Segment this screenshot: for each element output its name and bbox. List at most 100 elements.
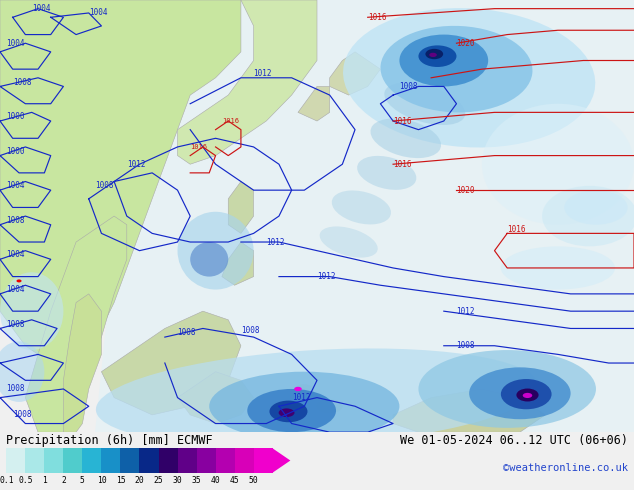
Bar xyxy=(120,448,139,473)
Polygon shape xyxy=(222,242,254,285)
Text: 1020: 1020 xyxy=(456,39,475,48)
Ellipse shape xyxy=(399,35,488,86)
Text: 1012: 1012 xyxy=(127,160,145,169)
Text: 1012: 1012 xyxy=(292,393,310,402)
Text: 1008: 1008 xyxy=(13,77,31,87)
Polygon shape xyxy=(101,311,241,415)
Polygon shape xyxy=(178,0,317,164)
Text: 1016: 1016 xyxy=(507,224,526,234)
Text: 1012: 1012 xyxy=(254,69,272,78)
Text: 1004: 1004 xyxy=(32,4,50,13)
Ellipse shape xyxy=(482,104,634,225)
Polygon shape xyxy=(95,0,634,432)
Text: 1016: 1016 xyxy=(222,118,239,124)
Bar xyxy=(101,448,120,473)
Bar xyxy=(158,448,178,473)
Text: 1008: 1008 xyxy=(6,319,25,329)
Ellipse shape xyxy=(429,53,437,57)
Ellipse shape xyxy=(247,389,336,432)
Ellipse shape xyxy=(357,156,417,190)
Ellipse shape xyxy=(320,226,378,258)
Ellipse shape xyxy=(190,242,228,276)
Ellipse shape xyxy=(564,190,628,225)
Bar xyxy=(6,448,25,473)
Polygon shape xyxy=(298,86,330,121)
Text: ©weatheronline.co.uk: ©weatheronline.co.uk xyxy=(503,464,628,473)
Ellipse shape xyxy=(0,272,63,350)
Ellipse shape xyxy=(384,82,465,125)
Bar xyxy=(216,448,235,473)
Bar xyxy=(235,448,254,473)
Bar xyxy=(139,448,158,473)
Text: 1008: 1008 xyxy=(241,326,259,335)
Polygon shape xyxy=(178,372,254,423)
Text: 20: 20 xyxy=(134,476,145,485)
Ellipse shape xyxy=(501,246,615,290)
Bar xyxy=(25,448,44,473)
Text: 1004: 1004 xyxy=(89,8,107,18)
Text: 1016: 1016 xyxy=(393,160,411,169)
Ellipse shape xyxy=(501,379,552,409)
Text: Precipitation (6h) [mm] ECMWF: Precipitation (6h) [mm] ECMWF xyxy=(6,434,213,447)
Text: 1008: 1008 xyxy=(399,82,418,91)
Polygon shape xyxy=(273,448,290,473)
Ellipse shape xyxy=(0,342,44,402)
Ellipse shape xyxy=(278,408,294,417)
Bar xyxy=(254,448,273,473)
Polygon shape xyxy=(228,181,254,233)
Text: 1004: 1004 xyxy=(6,250,25,260)
Bar xyxy=(63,448,82,473)
Ellipse shape xyxy=(295,385,314,393)
Polygon shape xyxy=(25,216,127,432)
Ellipse shape xyxy=(469,368,571,419)
Text: 1016: 1016 xyxy=(393,117,411,125)
Polygon shape xyxy=(330,52,380,95)
Ellipse shape xyxy=(380,26,533,112)
Ellipse shape xyxy=(418,350,596,428)
Text: 2: 2 xyxy=(61,476,66,485)
Text: 1008: 1008 xyxy=(95,181,113,190)
Text: 15: 15 xyxy=(115,476,126,485)
Text: 1016: 1016 xyxy=(190,144,207,150)
Ellipse shape xyxy=(269,402,288,411)
Text: 1008: 1008 xyxy=(178,328,196,337)
Ellipse shape xyxy=(370,119,441,158)
Text: 1: 1 xyxy=(42,476,47,485)
Text: 1008: 1008 xyxy=(6,385,25,393)
Polygon shape xyxy=(63,294,101,432)
Text: We 01-05-2024 06..12 UTC (06+06): We 01-05-2024 06..12 UTC (06+06) xyxy=(399,434,628,447)
Text: 50: 50 xyxy=(249,476,259,485)
Ellipse shape xyxy=(332,191,391,224)
Ellipse shape xyxy=(209,372,399,441)
Text: 1012: 1012 xyxy=(317,272,335,281)
Text: 0.5: 0.5 xyxy=(18,476,33,485)
Text: 1016: 1016 xyxy=(368,13,386,22)
Bar xyxy=(44,448,63,473)
Ellipse shape xyxy=(294,387,302,391)
Text: 1008: 1008 xyxy=(6,216,25,225)
Ellipse shape xyxy=(516,389,538,401)
Text: 1008: 1008 xyxy=(13,411,31,419)
Polygon shape xyxy=(0,0,241,363)
Text: 0.1: 0.1 xyxy=(0,476,14,485)
Text: 1012: 1012 xyxy=(266,238,285,246)
Ellipse shape xyxy=(96,348,538,447)
Text: 1000: 1000 xyxy=(6,147,25,156)
Polygon shape xyxy=(393,389,545,432)
Text: 1008: 1008 xyxy=(456,341,475,350)
Text: 1004: 1004 xyxy=(6,39,25,48)
Text: 1012: 1012 xyxy=(456,307,475,316)
Bar xyxy=(82,448,101,473)
Text: 30: 30 xyxy=(172,476,183,485)
Ellipse shape xyxy=(522,393,532,398)
Ellipse shape xyxy=(269,401,307,422)
Text: 10: 10 xyxy=(96,476,107,485)
Bar xyxy=(178,448,197,473)
Ellipse shape xyxy=(16,279,22,282)
Text: 45: 45 xyxy=(230,476,240,485)
Text: 1004: 1004 xyxy=(6,181,25,190)
Text: 40: 40 xyxy=(210,476,221,485)
Text: 25: 25 xyxy=(153,476,164,485)
Text: 35: 35 xyxy=(191,476,202,485)
Bar xyxy=(197,448,216,473)
